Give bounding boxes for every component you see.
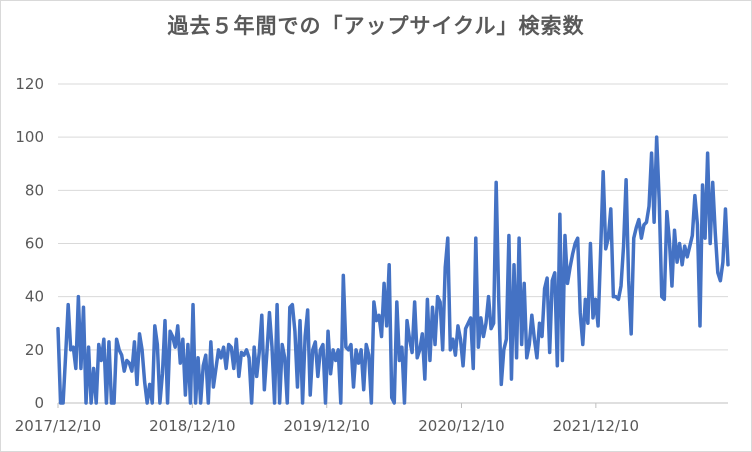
- y-tick-label: 20: [25, 341, 44, 359]
- x-tick-label: 2017/12/10: [15, 417, 101, 435]
- plot-area: [56, 135, 730, 405]
- y-tick-label: 40: [25, 288, 44, 306]
- x-axis: 2017/12/10 2018/12/10 2019/12/10 2020/12/10…: [15, 402, 728, 435]
- y-tick-label: 120: [15, 75, 44, 93]
- y-tick-label: 0: [34, 394, 44, 412]
- y-tick-label: 100: [15, 128, 44, 146]
- y-axis: 0 20 40 60 80 100 120: [15, 75, 44, 412]
- y-tick-label: 80: [25, 181, 44, 199]
- x-tick-label: 2020/12/10: [418, 417, 504, 435]
- x-tick-label: 2021/12/10: [553, 417, 639, 435]
- x-tick-label: 2019/12/10: [284, 417, 370, 435]
- chart-title: 過去５年間での「アップサイクル」検索数: [167, 14, 585, 38]
- x-tick-label: 2018/12/10: [149, 417, 235, 435]
- y-tick-label: 60: [25, 235, 44, 253]
- series-line: [56, 135, 730, 405]
- gridlines: [58, 83, 728, 351]
